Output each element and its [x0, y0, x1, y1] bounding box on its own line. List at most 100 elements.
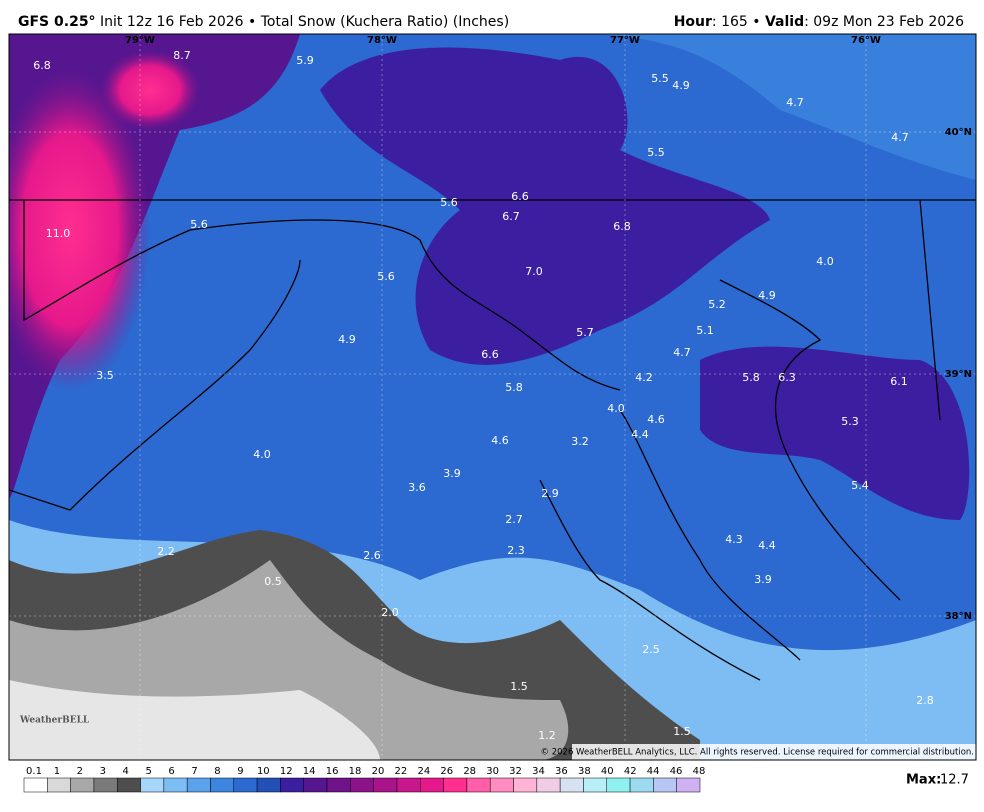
legend-level: 34	[532, 766, 545, 777]
map-value: 4.0	[253, 448, 271, 461]
legend-level: 42	[624, 766, 637, 777]
legend-swatch	[186, 777, 211, 793]
map-value: 5.2	[708, 298, 726, 311]
hour-label: Hour	[674, 14, 712, 30]
legend-swatch	[326, 777, 351, 793]
legend-swatch	[93, 777, 118, 793]
copyright: © 2026 WeatherBELL Analytics, LLC. All r…	[541, 748, 974, 758]
legend-level: 22	[395, 766, 408, 777]
legend-swatch	[420, 777, 444, 793]
map-value: 5.6	[377, 270, 395, 283]
map-value: 11.0	[46, 227, 71, 240]
map-value: 7.0	[525, 265, 543, 278]
legend-swatch	[47, 777, 71, 793]
map-value: 6.6	[481, 348, 499, 361]
map-value: 2.6	[363, 549, 381, 562]
legend-swatch	[559, 777, 584, 793]
map-value: 4.9	[672, 79, 690, 92]
map-value: 5.5	[651, 72, 669, 85]
map-value: 5.6	[190, 218, 208, 231]
map-value: 4.7	[673, 346, 691, 359]
latitude-label: 39°N	[945, 369, 972, 380]
map-value: 3.6	[408, 481, 426, 494]
legend-swatch	[583, 777, 608, 793]
max-label: Max:	[906, 773, 941, 788]
map-value: 1.5	[673, 725, 691, 738]
legend-level: 28	[463, 766, 476, 777]
map-value: 6.8	[613, 220, 631, 233]
map-value: 4.6	[491, 434, 509, 447]
map-value: 4.0	[816, 255, 834, 268]
map-value: 5.8	[505, 381, 523, 394]
legend-swatch	[653, 777, 677, 793]
map-value: 5.8	[742, 371, 760, 384]
legend-level: 4	[123, 766, 129, 777]
map-value: 4.2	[635, 371, 653, 384]
map-value: 2.8	[916, 694, 934, 707]
model: GFS 0.25°	[18, 14, 96, 30]
latitude-label: 38°N	[945, 611, 972, 622]
valid-label: Valid	[765, 14, 804, 30]
map-value: 5.7	[576, 326, 594, 339]
latitude-label: 40°N	[945, 127, 972, 138]
init: Init 12z 16 Feb 2026 • Total Snow (Kuche…	[100, 14, 509, 30]
legend-level: 20	[372, 766, 385, 777]
legend-level: 30	[486, 766, 499, 777]
map-value: 2.9	[541, 487, 559, 500]
legend-level: 40	[601, 766, 614, 777]
legend-swatch	[676, 777, 701, 793]
map-value: 6.1	[890, 375, 908, 388]
legend-level: 44	[647, 766, 660, 777]
map-value: 5.1	[696, 324, 714, 337]
map-value: 4.0	[607, 402, 625, 415]
map-value: 4.7	[891, 131, 909, 144]
max-value: 12.7	[940, 773, 969, 788]
map-value: 2.2	[157, 545, 175, 558]
legend-level: 6	[168, 766, 174, 777]
legend-level: 16	[326, 766, 339, 777]
valid-line: Hour: 165 • Valid: 09z Mon 23 Feb 2026	[674, 14, 964, 30]
legend-level: 18	[349, 766, 362, 777]
map-value: 4.7	[786, 96, 804, 109]
legend-swatch	[466, 777, 491, 793]
map-value: 6.8	[33, 59, 51, 72]
legend-level: 3	[100, 766, 106, 777]
legend-swatch	[256, 777, 281, 793]
legend-swatch	[629, 777, 654, 793]
map: 6.88.7 5.95.54.94.74.75.56.65.66.76.811.0…	[9, 34, 976, 760]
legend-swatch	[536, 777, 561, 793]
legend-level: 2	[77, 766, 83, 777]
legend-swatch	[443, 777, 468, 793]
legend-swatch	[489, 777, 514, 793]
map-value: 4.9	[758, 289, 776, 302]
legend-level: 9	[237, 766, 243, 777]
map-value: 5.9	[296, 54, 314, 67]
map-value: 2.7	[505, 513, 523, 526]
map-value: 5.6	[440, 196, 458, 209]
legend-swatch	[70, 777, 95, 793]
legend-level: 26	[440, 766, 453, 777]
map-value: 6.3	[778, 371, 796, 384]
map-value: 4.4	[758, 539, 776, 552]
legend-level: 0.1	[26, 766, 42, 777]
map-value: 3.9	[754, 573, 772, 586]
legend-level: 14	[303, 766, 316, 777]
longitude-label: 77°W	[610, 35, 640, 46]
legend-swatch	[23, 777, 48, 793]
legend-level: 12	[280, 766, 293, 777]
map-value: 6.6	[511, 190, 529, 203]
legend-swatch	[210, 777, 235, 793]
legend-swatch	[303, 777, 328, 793]
legend-level: 36	[555, 766, 568, 777]
legend-swatch	[280, 777, 304, 793]
map-value: 5.5	[647, 146, 665, 159]
map-value: 3.9	[443, 467, 461, 480]
map-value: 4.6	[647, 413, 665, 426]
map-value: 3.5	[96, 369, 114, 382]
map-value: 8.7	[173, 49, 191, 62]
map-value: 4.9	[338, 333, 356, 346]
map-value: 2.0	[381, 606, 399, 619]
legend-level: 38	[578, 766, 591, 777]
legend-swatch	[513, 777, 538, 793]
